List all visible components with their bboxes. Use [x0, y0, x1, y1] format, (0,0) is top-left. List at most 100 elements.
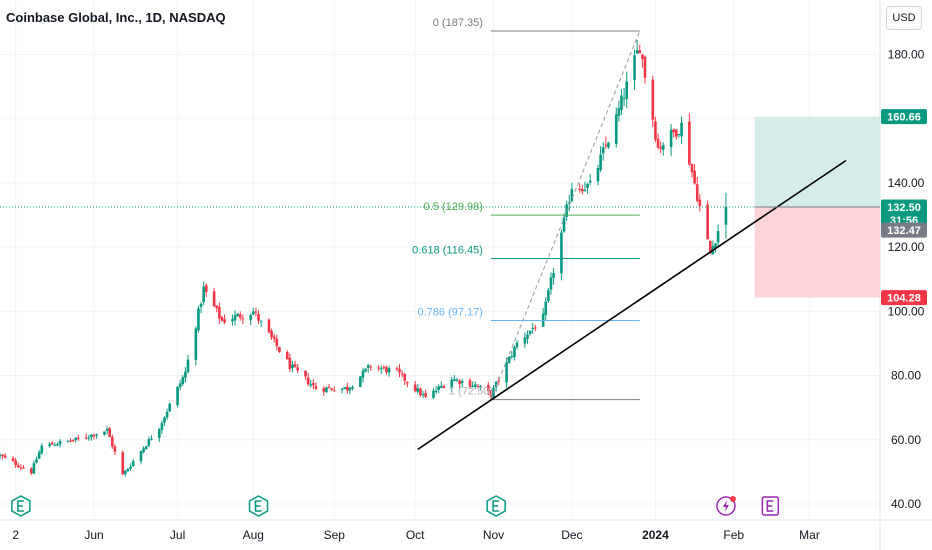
- y-tick-label: 100.00: [888, 304, 925, 318]
- candle-body: [30, 468, 33, 474]
- candle-body: [351, 386, 354, 389]
- candle-body: [724, 207, 728, 225]
- candle-body: [69, 440, 72, 442]
- price-tag-label: 132.47: [887, 225, 921, 237]
- x-tick-label: Sep: [324, 528, 346, 542]
- x-tick-label: Oct: [406, 528, 425, 542]
- candle-body: [144, 446, 148, 450]
- candle-body: [531, 328, 535, 330]
- candle-body: [50, 442, 54, 445]
- candle-body: [706, 204, 709, 240]
- candle-body: [432, 390, 435, 398]
- candle-body: [157, 429, 161, 438]
- candle-body: [581, 188, 584, 192]
- candle-body: [249, 314, 252, 321]
- candle-body: [113, 446, 117, 452]
- price-tag-label: 132.50: [887, 202, 921, 214]
- candle-body: [150, 438, 153, 440]
- x-tick-label: Jun: [84, 528, 103, 542]
- candle-body: [421, 394, 425, 396]
- candle-body: [275, 338, 279, 347]
- candle-body: [507, 356, 511, 363]
- candle-body: [71, 440, 75, 442]
- candle-body: [272, 336, 276, 339]
- candle-body: [325, 387, 328, 393]
- candle-body: [160, 423, 164, 430]
- candle-body: [124, 470, 127, 475]
- candle-body: [129, 466, 132, 469]
- candle-body: [296, 367, 299, 371]
- candle-body: [168, 403, 172, 412]
- y-tick-label: 140.00: [888, 176, 925, 190]
- candle-body: [165, 411, 169, 418]
- candle-body: [578, 188, 582, 190]
- candle-body: [220, 316, 224, 321]
- candle-body: [14, 460, 17, 466]
- earnings-icon: [761, 496, 780, 516]
- candle-body: [267, 319, 271, 333]
- candle-body: [614, 114, 618, 144]
- earnings-letter-e: [17, 500, 24, 512]
- candle-body: [35, 459, 38, 463]
- x-tick-label: Nov: [483, 528, 504, 542]
- lightning-icon: [722, 500, 729, 512]
- candle-body: [617, 108, 621, 116]
- candle-body: [309, 384, 313, 386]
- candle-body: [176, 386, 179, 406]
- candle-body: [197, 308, 200, 331]
- candle-body: [604, 144, 608, 146]
- candle-body: [437, 386, 440, 390]
- candle-body: [84, 437, 88, 439]
- profit-zone: [754, 116, 880, 208]
- x-tick-label: Dec: [561, 528, 582, 542]
- price-tag-current: [881, 199, 927, 228]
- candle-body: [359, 376, 362, 387]
- candle-body: [672, 129, 676, 133]
- candle-body: [202, 286, 205, 302]
- candle-body: [108, 428, 111, 438]
- x-tick-label: Aug: [243, 528, 264, 542]
- candle-body: [66, 440, 70, 442]
- y-tick-label: 80.00: [891, 369, 921, 383]
- y-tick-label: 180.00: [888, 48, 925, 62]
- candle-body: [257, 313, 260, 321]
- candle-body: [105, 428, 109, 431]
- candle-body: [345, 386, 349, 391]
- candle-body: [236, 313, 239, 317]
- candle-body: [487, 385, 490, 392]
- candle-body: [87, 437, 91, 439]
- price-tag-entry: [881, 222, 927, 238]
- candle-body: [223, 319, 226, 323]
- candle-body: [215, 305, 219, 309]
- candle-body: [675, 129, 678, 137]
- candle-body: [476, 385, 480, 387]
- candle-body: [607, 142, 610, 148]
- candle-body: [212, 291, 216, 307]
- candle-body: [635, 50, 639, 54]
- candle-body: [259, 320, 263, 322]
- notification-dot: [729, 496, 736, 502]
- candle-body: [19, 467, 23, 469]
- candle-body: [601, 147, 605, 154]
- candle-body: [403, 373, 407, 381]
- candle-body: [505, 362, 508, 383]
- candle-body: [147, 439, 151, 446]
- candle-body: [523, 337, 527, 344]
- candle-body: [693, 170, 696, 184]
- candle-body: [288, 357, 292, 369]
- candle-body: [126, 468, 130, 472]
- currency-button[interactable]: USD: [886, 6, 922, 30]
- candle-body: [231, 319, 234, 322]
- candle-body: [690, 164, 694, 173]
- candle-body: [586, 183, 589, 189]
- loss-zone: [754, 207, 880, 298]
- candle-body: [708, 240, 712, 254]
- candle-body: [184, 371, 187, 378]
- candle-body: [680, 122, 683, 137]
- candle-body: [677, 133, 681, 135]
- candle-body: [163, 417, 166, 423]
- candle-body: [669, 129, 673, 148]
- candle-body: [369, 366, 373, 368]
